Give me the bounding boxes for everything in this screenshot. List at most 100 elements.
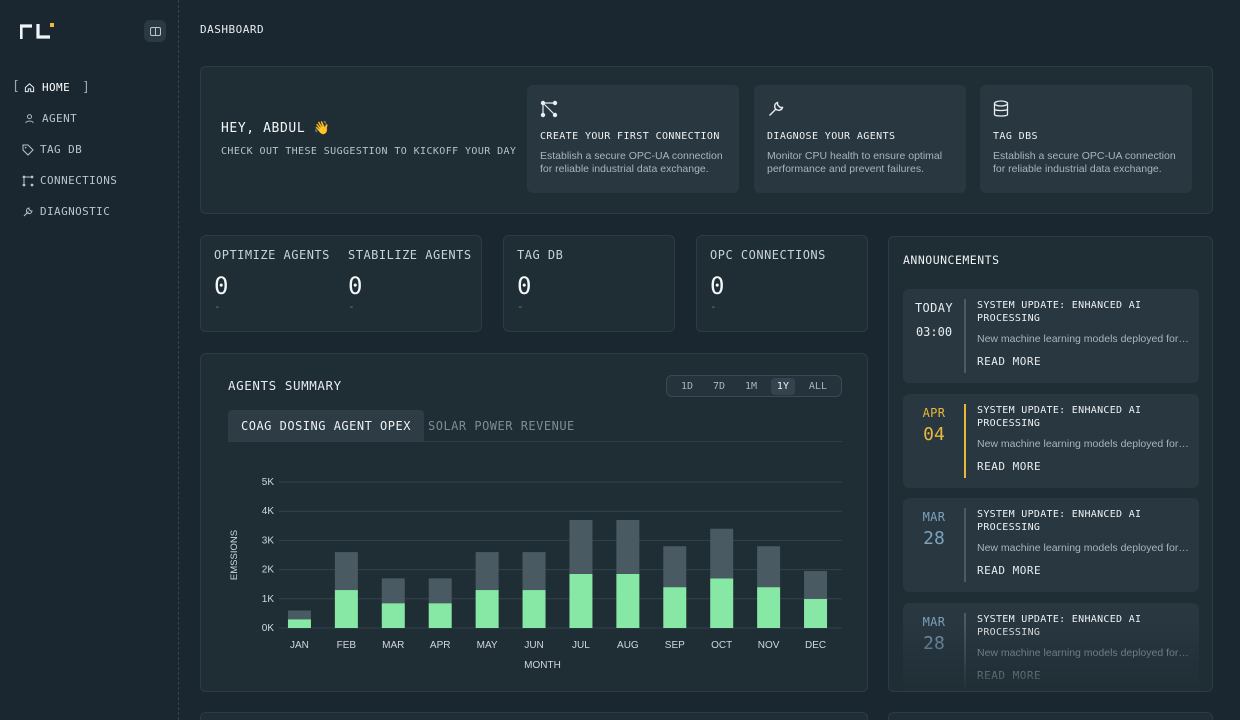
- bar-sep-series-0: [663, 587, 687, 628]
- sidebar-item-tag-db[interactable]: TAG DB: [12, 134, 172, 165]
- range-all[interactable]: ALL: [808, 380, 827, 392]
- bar-jun-series-0: [522, 590, 546, 628]
- suggestion-title: CREATE YOUR FIRST CONNECTION: [540, 131, 720, 142]
- bar-oct-series-0: [710, 578, 734, 628]
- y-axis-label: EMSSIONS: [229, 530, 240, 580]
- read-more-link[interactable]: READ MORE: [977, 460, 1042, 473]
- suggestion-tag-dbs[interactable]: TAG DBS Establish a secure OPC-UA connec…: [980, 85, 1192, 193]
- y-tick-label: 5K: [262, 477, 275, 488]
- date-line-1: TODAY: [914, 301, 954, 315]
- stat-label: STABILIZE AGENTS: [348, 248, 472, 262]
- stat-label: OPC CONNECTIONS: [710, 248, 826, 262]
- bar-sep-series-1: [663, 546, 687, 588]
- announcement-date: TODAY 03:00: [903, 289, 965, 339]
- sidebar-item-label: AGENT: [42, 112, 78, 125]
- next-panel-edge: [200, 712, 868, 720]
- x-tick-label: JUL: [572, 640, 590, 651]
- suggestion-desc: Monitor CPU health to ensure optimal per…: [767, 150, 943, 175]
- read-more-link[interactable]: READ MORE: [977, 564, 1042, 577]
- accent-bar: [964, 299, 966, 373]
- announcement-card[interactable]: TODAY 03:00 SYSTEM UPDATE: ENHANCED AI PRO…: [903, 289, 1199, 383]
- emissions-bar-chart: 0K 1K 2K 3K 4K 5K EMSSIONS JAN FEB MAR APR MAY JUN JU…: [229, 477, 842, 671]
- announcement-card[interactable]: MAR 28 SYSTEM UPDATE: ENHANCED AI PROCESSI…: [903, 498, 1199, 592]
- bar-aug-series-0: [616, 573, 640, 628]
- tab-coag-dosing[interactable]: COAG DOSING AGENT OPEX: [228, 410, 424, 441]
- greeting-subtitle: CHECK OUT THESE SUGGESTION TO KICKOFF YO…: [221, 146, 517, 157]
- announcements-panel: ANNOUNCEMENTS TODAY 03:00 SYSTEM UPDATE: E…: [888, 236, 1213, 692]
- stat-value: 0: [710, 272, 725, 300]
- wrench-icon: [767, 99, 953, 119]
- stat-value: 0: [517, 272, 532, 300]
- announcement-date: MAR 28: [903, 498, 965, 549]
- announcement-card[interactable]: APR 04 SYSTEM UPDATE: ENHANCED AI PROCESSI…: [903, 394, 1199, 488]
- optimize-agents-stat: OPTIMIZE AGENTS 0 -: [214, 248, 330, 313]
- bar-may-series-0: [475, 590, 499, 628]
- sidebar-item-connections[interactable]: CONNECTIONS: [12, 165, 172, 196]
- agents-summary-panel: AGENTS SUMMARY 1D 7D 1M 1Y ALL COAG DOSI…: [200, 353, 868, 692]
- bar-may-series-1: [475, 552, 499, 591]
- x-tick-label: SEP: [665, 640, 685, 651]
- sidebar-item-diagnostic[interactable]: DIAGNOSTIC: [12, 196, 172, 227]
- bar-aug-series-1: [616, 519, 640, 574]
- announcement-desc: New machine learning models deployed for…: [977, 542, 1189, 554]
- bar-nov-series-1: [757, 546, 781, 588]
- announcements-title: ANNOUNCEMENTS: [903, 253, 1000, 267]
- next-panel-edge: [888, 712, 1213, 720]
- announcement-title: SYSTEM UPDATE: ENHANCED AI PROCESSING: [977, 509, 1142, 533]
- bar-jul-series-0: [569, 573, 593, 628]
- stat-value: 0: [214, 272, 229, 300]
- announcement-desc: New machine learning models deployed for…: [977, 333, 1189, 345]
- scroll-fade: [889, 621, 1212, 691]
- time-range-selector: 1D 7D 1M 1Y ALL: [666, 375, 842, 397]
- x-tick-label: JAN: [290, 640, 309, 651]
- y-tick-label: 1K: [262, 594, 275, 605]
- suggestion-desc: Establish a secure OPC-UA connection for…: [993, 150, 1176, 175]
- accent-bar: [964, 508, 966, 582]
- bar-apr-series-0: [428, 603, 452, 628]
- user-icon: [24, 113, 36, 125]
- range-1y[interactable]: 1Y: [770, 377, 795, 395]
- tab-solar-power[interactable]: SOLAR POWER REVENUE: [428, 418, 575, 433]
- x-tick-label: NOV: [758, 640, 780, 651]
- stat-delta: -: [710, 300, 717, 313]
- home-icon: [24, 82, 36, 94]
- sidebar-item-label: DIAGNOSTIC: [40, 205, 111, 218]
- panel-icon: [149, 26, 161, 36]
- announcement-title: SYSTEM UPDATE: ENHANCED AI PROCESSING: [977, 300, 1142, 324]
- bar-apr-series-1: [428, 578, 452, 604]
- sidebar-nav: [ HOME ] AGENT TAG DB CONNECTIONS: [12, 72, 172, 227]
- x-tick-label: JUN: [524, 640, 543, 651]
- suggestion-diagnose-agents[interactable]: DIAGNOSE YOUR AGENTS Monitor CPU health …: [754, 85, 966, 193]
- accent-bar: [964, 404, 966, 478]
- announcement-date: APR 04: [903, 394, 965, 445]
- sidebar-item-agent[interactable]: AGENT: [12, 103, 172, 134]
- range-1m[interactable]: 1M: [744, 380, 757, 392]
- y-tick-label: 0K: [262, 623, 275, 634]
- date-line-1: MAR: [922, 510, 946, 524]
- range-1d[interactable]: 1D: [680, 380, 694, 392]
- greeting: HEY, ABDUL 👋: [221, 121, 331, 136]
- app-logo[interactable]: [19, 22, 56, 44]
- sidebar-item-label: TAG DB: [40, 143, 83, 156]
- y-tick-label: 3K: [262, 535, 275, 546]
- stat-label: OPTIMIZE AGENTS: [214, 248, 330, 262]
- x-tick-label: AUG: [617, 640, 639, 651]
- bar-jul-series-1: [569, 519, 593, 574]
- suggestion-create-connection[interactable]: CREATE YOUR FIRST CONNECTION Establish a…: [527, 85, 739, 193]
- collapse-sidebar-button[interactable]: [144, 20, 166, 42]
- bar-dec-series-1: [804, 571, 828, 599]
- connections-icon: [22, 175, 34, 187]
- tag-icon: [22, 144, 34, 156]
- welcome-panel: HEY, ABDUL 👋 CHECK OUT THESE SUGGESTION …: [200, 66, 1213, 214]
- announcement-desc: New machine learning models deployed for…: [977, 438, 1189, 450]
- read-more-link[interactable]: READ MORE: [977, 355, 1042, 368]
- bar-jan-series-0: [287, 619, 311, 628]
- date-line-1: APR: [922, 406, 946, 420]
- x-axis-label: MONTH: [524, 660, 561, 671]
- sidebar-item-home[interactable]: [ HOME ]: [12, 72, 172, 103]
- x-tick-label: OCT: [711, 640, 732, 651]
- suggestion-desc: Establish a secure OPC-UA connection for…: [540, 150, 723, 175]
- range-7d[interactable]: 7D: [712, 380, 725, 392]
- y-tick-label: 2K: [262, 565, 275, 576]
- bar-feb-series-0: [334, 590, 358, 628]
